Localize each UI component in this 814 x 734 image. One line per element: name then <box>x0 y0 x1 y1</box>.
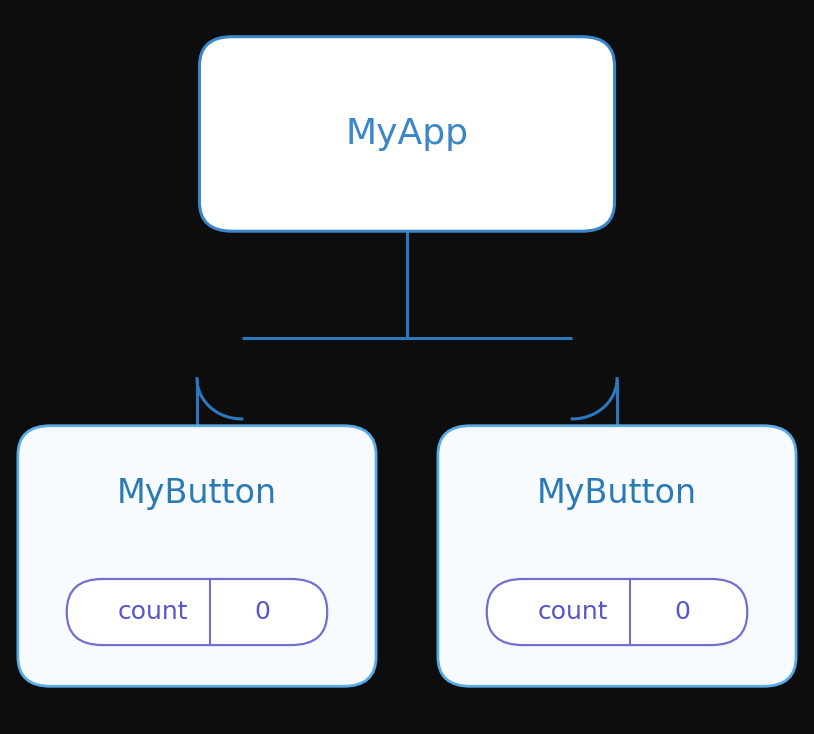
FancyBboxPatch shape <box>199 37 615 231</box>
Text: MyButton: MyButton <box>537 477 697 510</box>
Text: MyApp: MyApp <box>345 117 469 151</box>
Text: 0: 0 <box>674 600 690 624</box>
Text: MyButton: MyButton <box>117 477 277 510</box>
FancyBboxPatch shape <box>487 579 747 645</box>
FancyBboxPatch shape <box>67 579 327 645</box>
FancyBboxPatch shape <box>18 426 376 686</box>
Text: count: count <box>537 600 608 624</box>
Text: count: count <box>117 600 188 624</box>
Text: 0: 0 <box>254 600 270 624</box>
FancyBboxPatch shape <box>438 426 796 686</box>
